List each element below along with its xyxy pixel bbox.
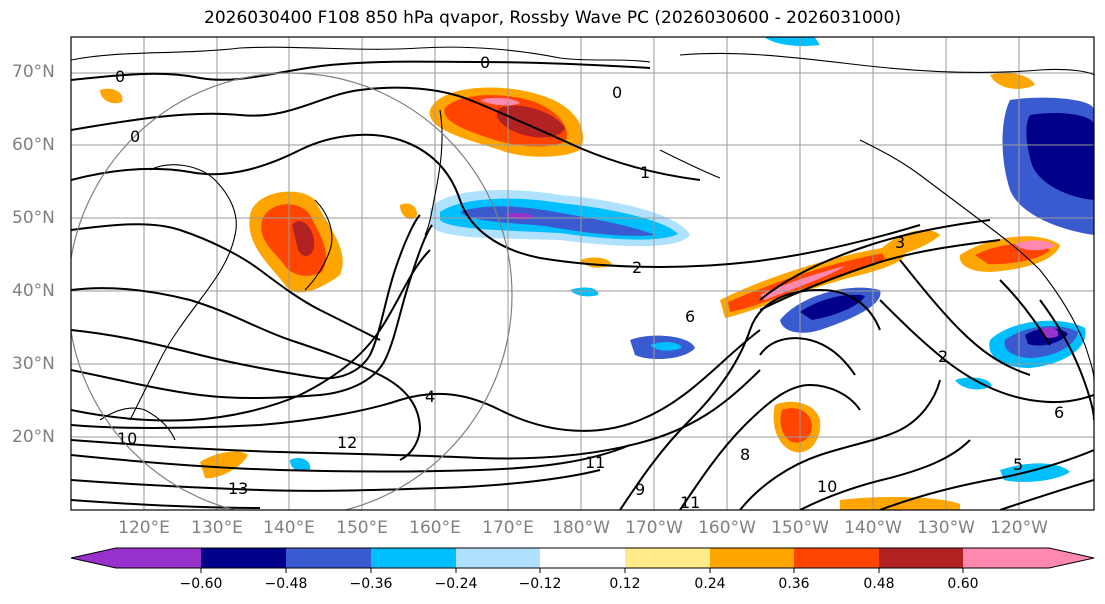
contour-lines <box>71 60 1094 510</box>
lat-label: 60°N <box>12 135 55 155</box>
lon-label: 140°W <box>844 518 902 538</box>
lon-label: 120°E <box>118 518 170 538</box>
lon-label: 160°E <box>409 518 461 538</box>
contour-label: 3 <box>895 233 905 252</box>
lon-label: 140°E <box>263 518 315 538</box>
contour-label: 0 <box>130 127 140 146</box>
lon-label: 150°E <box>336 518 388 538</box>
contour-label: 9 <box>635 480 645 499</box>
contour-label: 1 <box>640 163 650 182</box>
contour-label: 11 <box>585 453 605 472</box>
colorbar-segment <box>116 548 201 568</box>
colorbar-tick-label: −0.36 <box>349 576 393 592</box>
lon-label: 180°W <box>552 518 610 538</box>
coastlines <box>71 46 1094 441</box>
contour-label: 13 <box>228 479 248 498</box>
contour-label: 6 <box>1054 403 1064 422</box>
colorbar-segment <box>625 548 710 568</box>
contour-label: 5 <box>1013 455 1023 474</box>
lon-label: 120°W <box>990 518 1048 538</box>
graticule <box>71 37 1094 510</box>
lat-label: 70°N <box>12 62 55 82</box>
colorbar <box>70 547 1095 573</box>
colorbar-tick-label: −0.12 <box>518 576 562 592</box>
contour-label: 4 <box>425 387 435 406</box>
contour-label-group: 0 0 0 0 1 2 2 3 4 5 6 6 8 9 10 10 11 11 … <box>115 53 1064 512</box>
colorbar-segment <box>540 548 625 568</box>
colorbar-tick-label: 0.36 <box>778 576 810 592</box>
colorbar-outline <box>70 547 1095 569</box>
contour-label: 2 <box>938 347 948 366</box>
lat-label: 20°N <box>12 427 55 447</box>
lon-label: 170°W <box>625 518 683 538</box>
contour-label: 0 <box>480 53 490 72</box>
contour-label: 12 <box>337 433 357 452</box>
colorbar-segment <box>963 548 1049 568</box>
lon-label: 130°E <box>191 518 243 538</box>
colorbar-segment <box>710 548 794 568</box>
contour-label: 10 <box>817 477 837 496</box>
colorbar-segment <box>794 548 879 568</box>
colorbar-tick-label: 0.24 <box>694 576 726 592</box>
map-frame <box>70 36 1095 511</box>
contour-label: 6 <box>685 307 695 326</box>
colorbar-segment <box>1049 548 1094 568</box>
lon-label: 160°W <box>698 518 756 538</box>
colorbar-segment <box>286 548 371 568</box>
lon-label: 130°W <box>917 518 975 538</box>
contour-label: 0 <box>115 67 125 86</box>
colorbar-tick-label: 0.60 <box>947 576 979 592</box>
map-title: 2026030400 F108 850 hPa qvapor, Rossby W… <box>204 8 901 28</box>
lon-label: 170°E <box>482 518 534 538</box>
contour-label: 2 <box>632 258 642 277</box>
contour-label: 0 <box>612 83 622 102</box>
lon-label: 150°W <box>771 518 829 538</box>
reference-circle <box>71 72 513 510</box>
colorbar-tick-label: −0.60 <box>179 576 223 592</box>
colorbar-segment <box>71 548 116 568</box>
contour-label: 10 <box>117 429 137 448</box>
lat-label: 50°N <box>12 208 55 228</box>
lat-label: 30°N <box>12 354 55 374</box>
colorbar-segment <box>456 548 540 568</box>
colorbar-tick-label: −0.24 <box>434 576 478 592</box>
colorbar-segment <box>201 548 286 568</box>
colorbar-segment <box>371 548 456 568</box>
contour-label: 11 <box>680 493 700 512</box>
colorbar-tick-label: 0.12 <box>609 576 641 592</box>
colorbar-segment <box>879 548 963 568</box>
colorbar-tick-label: −0.48 <box>264 576 308 592</box>
contour-label: 8 <box>740 445 750 464</box>
map-layer: 0 0 0 0 1 2 2 3 4 5 6 6 8 9 10 10 11 11 … <box>71 37 1094 512</box>
lat-label: 40°N <box>12 281 55 301</box>
colorbar-tick-label: 0.48 <box>863 576 895 592</box>
